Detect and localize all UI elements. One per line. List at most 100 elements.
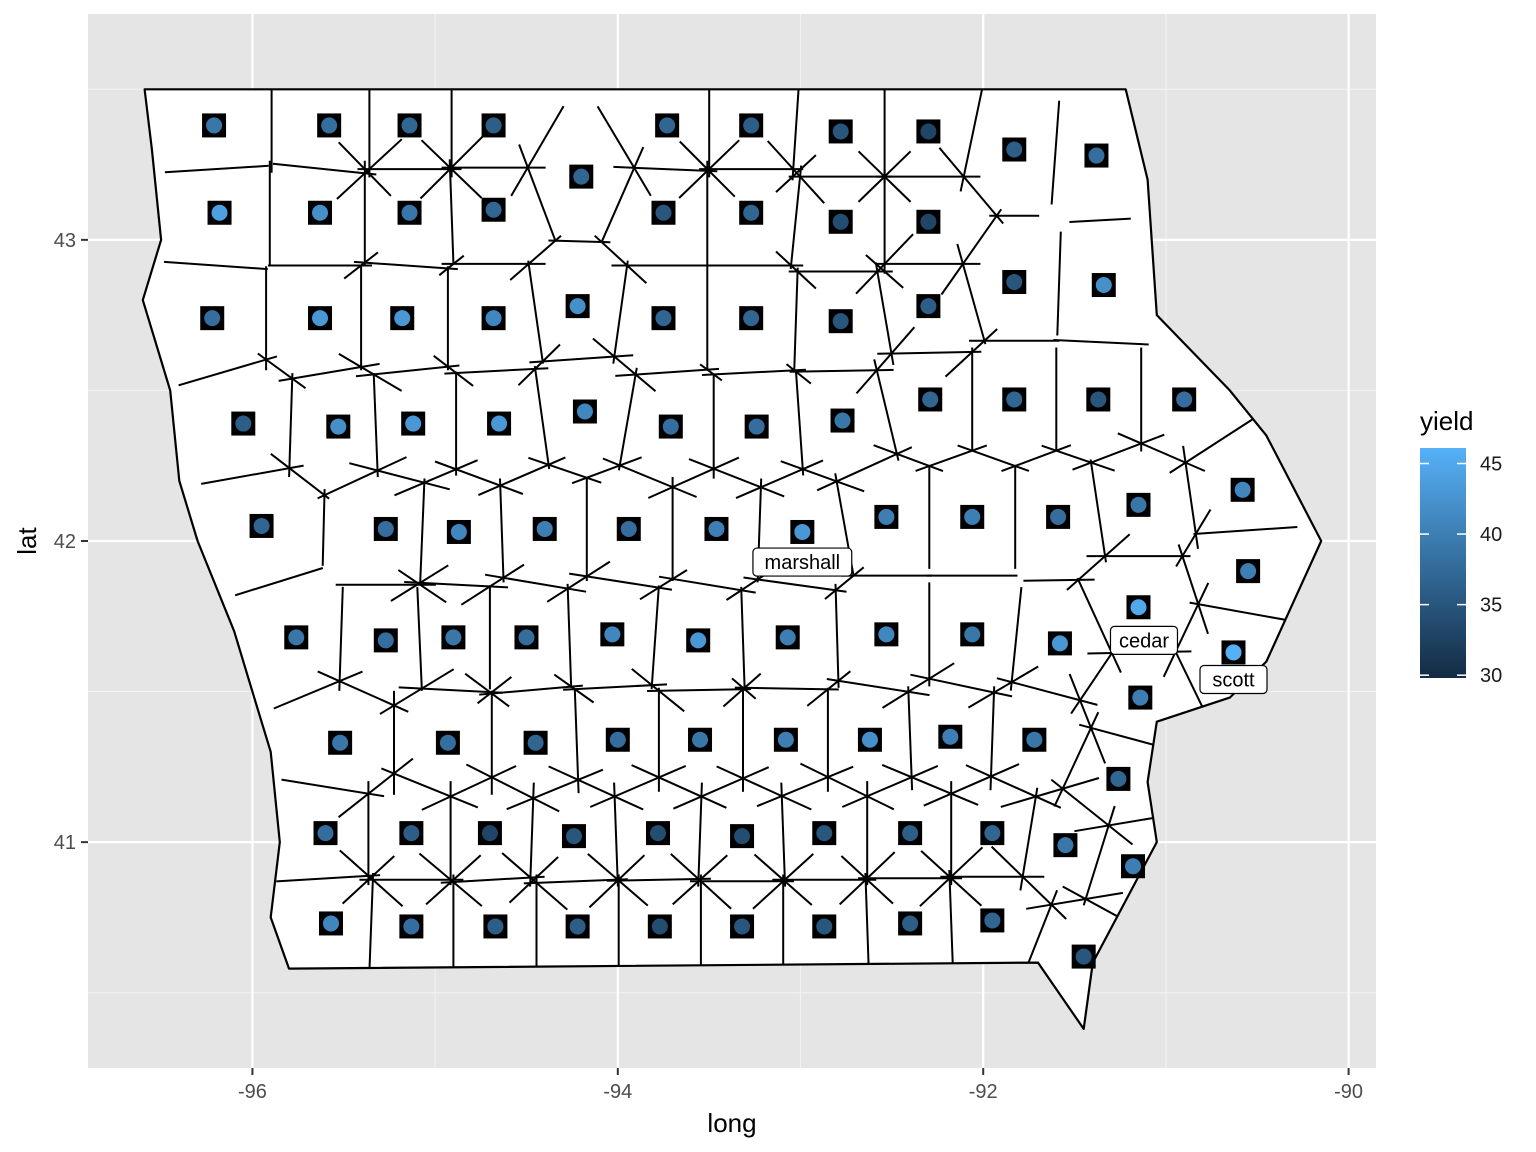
- county-border: [589, 764, 687, 808]
- point-dot: [920, 213, 937, 230]
- county-border: [594, 234, 648, 284]
- county-border: [528, 456, 602, 484]
- county-border: [734, 686, 839, 691]
- county-border: [1009, 586, 1023, 691]
- legend-label: 45: [1480, 454, 1502, 476]
- county-point: [874, 504, 899, 529]
- county-border: [448, 159, 455, 264]
- county-point: [651, 306, 676, 331]
- point-dot: [253, 517, 270, 534]
- county-border: [956, 243, 987, 345]
- county-border: [1050, 100, 1061, 205]
- county-border: [785, 363, 812, 385]
- county-border: [501, 852, 568, 911]
- point-dot: [211, 204, 228, 221]
- point-dot: [487, 918, 504, 935]
- county-point: [1236, 559, 1261, 584]
- county-border: [647, 456, 740, 499]
- county-border: [1177, 544, 1209, 635]
- county-border: [509, 235, 562, 281]
- county-border: [533, 365, 551, 470]
- y-tick-label: 41: [54, 832, 76, 854]
- county-point: [514, 625, 539, 650]
- county-point: [481, 306, 506, 331]
- county-point: [284, 625, 309, 650]
- point-dot: [662, 418, 679, 435]
- county-point: [390, 306, 415, 331]
- point-dot: [573, 168, 590, 185]
- county-border: [775, 154, 817, 193]
- point-dot: [1088, 147, 1105, 164]
- county-border: [881, 662, 955, 709]
- point-dot: [569, 298, 586, 315]
- point-dot: [984, 912, 1001, 929]
- county-point: [308, 306, 333, 331]
- county-border: [465, 763, 560, 813]
- county-point: [572, 399, 597, 424]
- point-dot: [1090, 391, 1107, 408]
- county-point: [483, 914, 508, 939]
- county-point: [441, 625, 466, 650]
- county-label-text: scott: [1212, 670, 1255, 692]
- county-border: [602, 457, 697, 498]
- county-border: [865, 254, 904, 289]
- county-border: [881, 763, 979, 806]
- county-border: [397, 569, 447, 604]
- county-border: [877, 350, 982, 355]
- county-point: [600, 622, 625, 647]
- county-border: [1053, 339, 1149, 346]
- county-point: [1053, 833, 1078, 858]
- county-point: [828, 309, 853, 334]
- county-point: [565, 294, 590, 319]
- county-border: [780, 460, 865, 493]
- county-border: [989, 686, 996, 791]
- county-point: [373, 628, 398, 653]
- point-dot: [659, 117, 676, 134]
- point-dot: [321, 117, 338, 134]
- county-border: [569, 572, 673, 591]
- county-border: [527, 260, 544, 364]
- county-border: [529, 782, 535, 887]
- point-dot: [491, 415, 508, 432]
- county-border: [967, 665, 1039, 709]
- county-border: [673, 766, 770, 810]
- county-border: [965, 764, 1062, 809]
- county-border: [479, 684, 583, 696]
- y-tick-label: 42: [54, 531, 76, 553]
- county-point: [730, 824, 755, 849]
- point-dot: [794, 523, 811, 540]
- point-dot: [481, 825, 498, 842]
- county-border: [1162, 582, 1210, 678]
- county-border: [840, 855, 894, 905]
- point-dot: [450, 523, 467, 540]
- point-dot: [832, 213, 849, 230]
- county-border: [484, 573, 587, 593]
- county-border: [1066, 533, 1131, 591]
- county-boundaries: [163, 89, 1298, 988]
- county-point: [647, 914, 672, 939]
- county-border: [834, 583, 840, 688]
- county-point: [790, 519, 815, 544]
- legend-label: 40: [1480, 524, 1502, 546]
- county-point: [1002, 270, 1027, 295]
- county-border: [613, 782, 619, 887]
- county-label: marshall: [752, 547, 853, 577]
- county-point: [898, 821, 923, 846]
- county-point: [980, 908, 1005, 933]
- county-point: [207, 200, 232, 225]
- county-label: scott: [1199, 664, 1268, 695]
- county-point: [916, 209, 941, 234]
- county-point: [938, 724, 963, 749]
- county-border: [317, 456, 407, 500]
- point-dot: [920, 298, 937, 315]
- county-point: [1091, 273, 1116, 298]
- county-border: [163, 260, 268, 271]
- county-border: [398, 686, 503, 694]
- point-dot: [655, 310, 672, 327]
- point-dot: [609, 731, 626, 748]
- county-border: [281, 778, 385, 798]
- county-border: [688, 458, 785, 498]
- county-border: [647, 688, 752, 692]
- county-point: [688, 727, 713, 752]
